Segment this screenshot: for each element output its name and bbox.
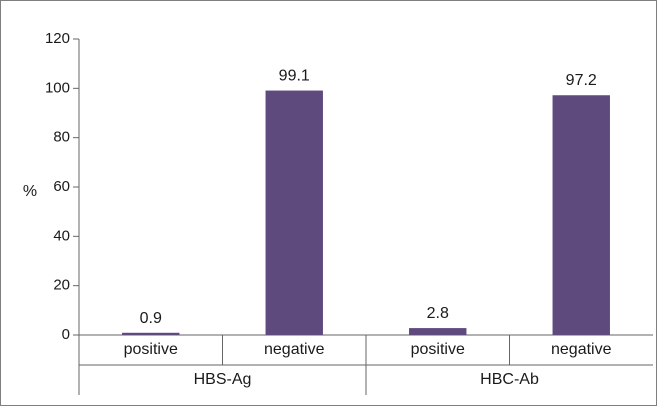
data-label: 2.8 bbox=[427, 305, 449, 322]
data-label: 97.2 bbox=[566, 72, 597, 89]
category-label: negative bbox=[551, 341, 612, 358]
data-label: 0.9 bbox=[140, 310, 162, 327]
value-labels: 0.9 99.1 2.8 97.2 bbox=[140, 68, 597, 327]
data-label: 99.1 bbox=[279, 68, 310, 85]
category-labels: positive negative positive negative bbox=[124, 341, 612, 358]
bar bbox=[122, 332, 180, 335]
y-tick-label: 40 bbox=[53, 227, 70, 244]
bar bbox=[265, 90, 323, 335]
group-label: HBC-Ab bbox=[480, 371, 539, 388]
y-axis-label: % bbox=[23, 183, 37, 200]
group-label: HBS-Ag bbox=[194, 371, 252, 388]
y-tick-label: 120 bbox=[45, 30, 70, 47]
category-label: positive bbox=[411, 341, 465, 358]
category-label: negative bbox=[264, 341, 325, 358]
bar bbox=[552, 95, 610, 336]
bars bbox=[122, 90, 610, 336]
category-label: positive bbox=[124, 341, 178, 358]
y-tick-label: 100 bbox=[45, 79, 70, 96]
bar bbox=[409, 328, 467, 335]
y-tick-label: 60 bbox=[53, 178, 70, 195]
group-labels: HBS-Ag HBC-Ab bbox=[194, 371, 539, 388]
y-ticks: 0 20 40 60 80 100 120 bbox=[45, 30, 79, 343]
y-tick-label: 20 bbox=[53, 277, 70, 294]
y-tick-label: 80 bbox=[53, 129, 70, 146]
y-tick-label: 0 bbox=[62, 326, 70, 343]
